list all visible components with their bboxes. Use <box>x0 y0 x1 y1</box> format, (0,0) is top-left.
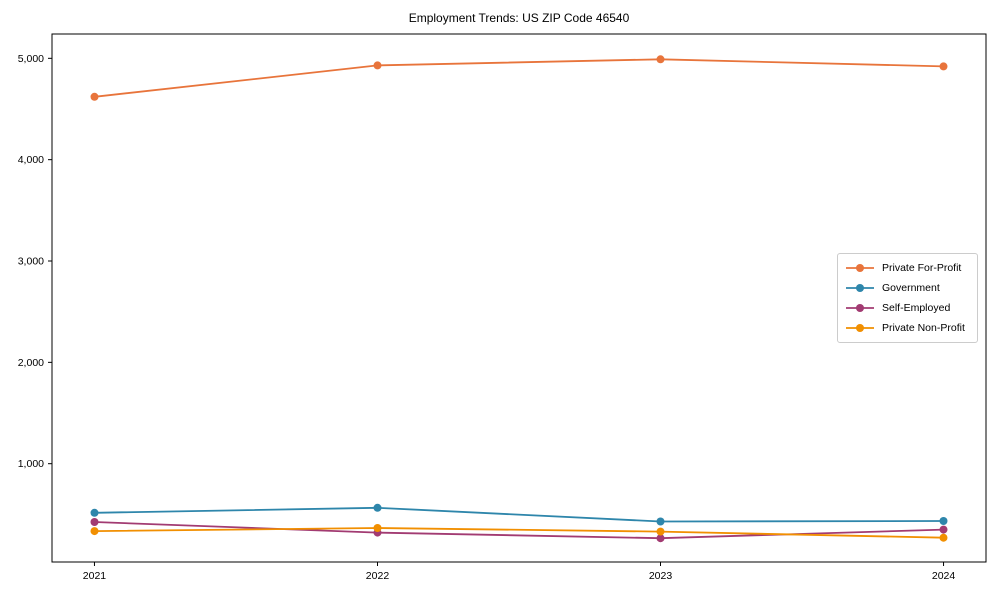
y-tick-label: 3,000 <box>18 256 44 268</box>
x-tick-label: 2021 <box>83 570 107 582</box>
data-point-government-2024 <box>939 517 948 525</box>
data-point-self-employed-2023 <box>656 534 665 543</box>
data-point-government-2022 <box>373 503 382 512</box>
legend-marker-self-employed <box>846 304 874 312</box>
y-tick-label: 5,000 <box>18 53 44 65</box>
legend-label-government: Government <box>882 282 940 294</box>
data-point-private-for-profit-2021 <box>90 92 99 101</box>
data-point-private-for-profit-2024 <box>939 62 948 71</box>
legend-item-private-for-profit: Private For-Profit <box>845 262 970 274</box>
data-point-private-non-profit-2022 <box>373 524 382 532</box>
legend-marker-government <box>846 284 874 292</box>
legend-label-private-for-profit: Private For-Profit <box>882 262 962 274</box>
x-tick-label: 2023 <box>649 570 673 582</box>
data-point-self-employed-2024 <box>939 525 948 534</box>
x-tick-label: 2022 <box>366 570 390 582</box>
legend-label-private-non-profit: Private Non-Profit <box>882 322 965 334</box>
data-point-government-2021 <box>90 508 99 517</box>
data-point-private-non-profit-2021 <box>90 527 99 536</box>
series-line-government <box>93 506 945 523</box>
y-tick-label: 2,000 <box>18 357 44 369</box>
y-tick-label: 4,000 <box>18 154 44 166</box>
y-tick-label: 1,000 <box>18 458 44 470</box>
legend-item-self-employed: Self-Employed <box>845 302 970 314</box>
legend-marker-private-non-profit <box>846 324 874 332</box>
series-line-private-non-profit <box>93 527 945 539</box>
data-point-private-for-profit-2022 <box>373 61 382 70</box>
x-tick-label: 2024 <box>932 570 956 582</box>
data-point-private-for-profit-2023 <box>656 55 665 64</box>
chart-title: Employment Trends: US ZIP Code 46540 <box>408 11 630 25</box>
legend-item-private-non-profit: Private Non-Profit <box>845 322 970 334</box>
legend-dot-icon <box>856 304 864 312</box>
data-point-government-2023 <box>656 517 665 526</box>
legend-label-self-employed: Self-Employed <box>882 302 951 314</box>
legend-dot-icon <box>856 264 864 272</box>
plot-frame <box>51 33 987 563</box>
legend-dot-icon <box>856 284 864 292</box>
data-point-private-non-profit-2023 <box>656 527 665 536</box>
legend-marker-private-for-profit <box>846 264 874 272</box>
plot-area <box>52 34 986 562</box>
data-point-self-employed-2021 <box>90 518 99 526</box>
series-line-private-for-profit <box>93 58 945 98</box>
legend-dot-icon <box>856 324 864 332</box>
legend-box: Private For-Profit Government Self-Employe… <box>837 253 978 343</box>
legend-item-government: Government <box>845 282 970 294</box>
data-point-private-non-profit-2024 <box>939 533 948 542</box>
